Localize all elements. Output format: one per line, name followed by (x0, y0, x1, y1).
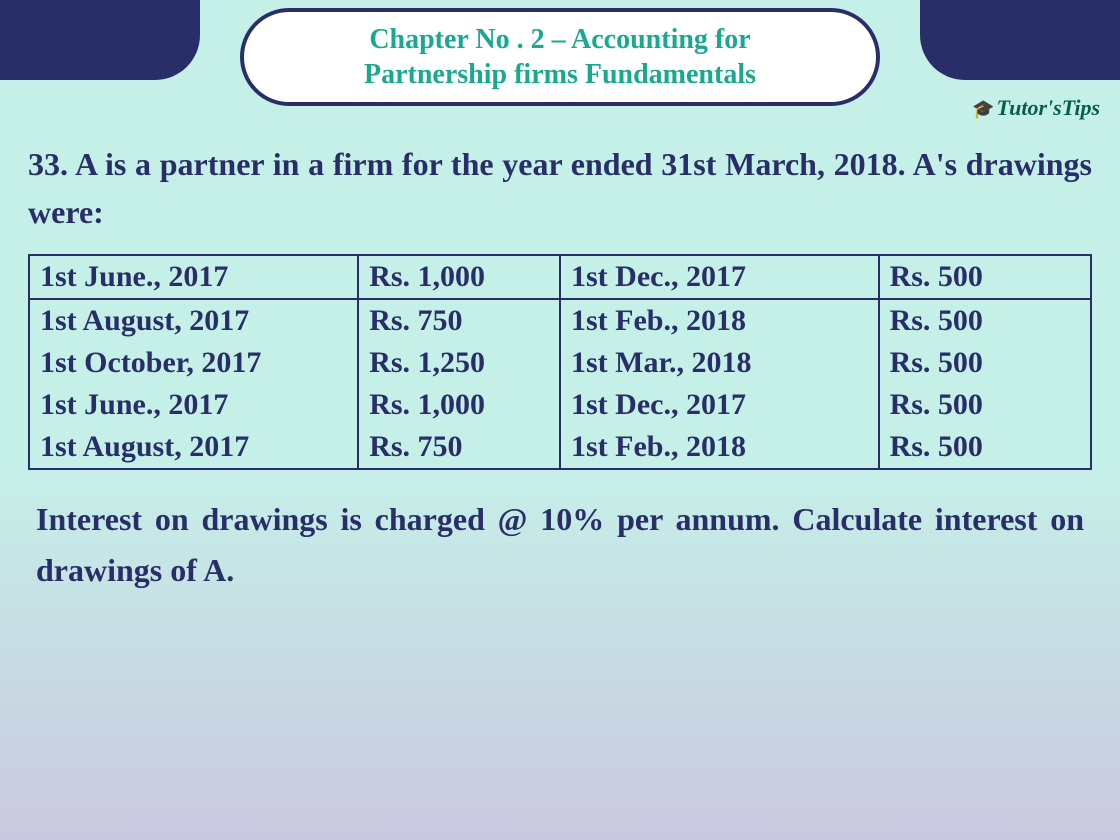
content-area: 33. A is a partner in a firm for the yea… (28, 140, 1092, 596)
header-corner-right (920, 0, 1120, 80)
date-left-cell: 1st August, 2017 (29, 426, 358, 469)
amount-right-cell: Rs. 500 (879, 342, 1091, 384)
table-row: 1st August, 2017Rs. 7501st Feb., 2018Rs.… (29, 299, 1091, 342)
date-right-cell: 1st Dec., 2017 (560, 384, 879, 426)
amount-left-cell: Rs. 1,250 (358, 342, 560, 384)
date-left-cell: 1st June., 2017 (29, 255, 358, 299)
chapter-title-line-2: Partnership firms Fundamentals (364, 59, 756, 90)
header-corner-left (0, 0, 200, 80)
amount-right-cell: Rs. 500 (879, 426, 1091, 469)
date-right-cell: 1st Feb., 2018 (560, 426, 879, 469)
amount-right-cell: Rs. 500 (879, 255, 1091, 299)
table-row: 1st June., 2017Rs. 1,0001st Dec., 2017Rs… (29, 255, 1091, 299)
drawings-table-body: 1st June., 2017Rs. 1,0001st Dec., 2017Rs… (29, 255, 1091, 469)
date-left-cell: 1st June., 2017 (29, 384, 358, 426)
amount-right-cell: Rs. 500 (879, 299, 1091, 342)
date-left-cell: 1st August, 2017 (29, 299, 358, 342)
date-right-cell: 1st Dec., 2017 (560, 255, 879, 299)
amount-left-cell: Rs. 750 (358, 426, 560, 469)
drawings-table: 1st June., 2017Rs. 1,0001st Dec., 2017Rs… (28, 254, 1092, 470)
date-right-cell: 1st Feb., 2018 (560, 299, 879, 342)
amount-right-cell: Rs. 500 (879, 384, 1091, 426)
date-left-cell: 1st October, 2017 (29, 342, 358, 384)
table-row: 1st June., 2017Rs. 1,0001st Dec., 2017Rs… (29, 384, 1091, 426)
amount-left-cell: Rs. 1,000 (358, 384, 560, 426)
chapter-title-pill: Chapter No . 2 – Accounting for Partners… (240, 8, 880, 106)
instruction-text: Interest on drawings is charged @ 10% pe… (28, 494, 1092, 596)
graduation-cap-icon: 🎓 (972, 99, 994, 120)
table-row: 1st August, 2017Rs. 7501st Feb., 2018Rs.… (29, 426, 1091, 469)
chapter-title-line-1: Chapter No . 2 – Accounting for (369, 24, 750, 55)
date-right-cell: 1st Mar., 2018 (560, 342, 879, 384)
question-text: 33. A is a partner in a firm for the yea… (28, 140, 1092, 236)
logo-text-tips: Tips (1062, 95, 1100, 120)
brand-logo: 🎓Tutor'sTips (972, 95, 1100, 121)
chapter-title: Chapter No . 2 – Accounting for Partners… (274, 22, 846, 92)
logo-text-tutors: Tutor's (996, 95, 1061, 120)
amount-left-cell: Rs. 750 (358, 299, 560, 342)
amount-left-cell: Rs. 1,000 (358, 255, 560, 299)
table-row: 1st October, 2017Rs. 1,2501st Mar., 2018… (29, 342, 1091, 384)
